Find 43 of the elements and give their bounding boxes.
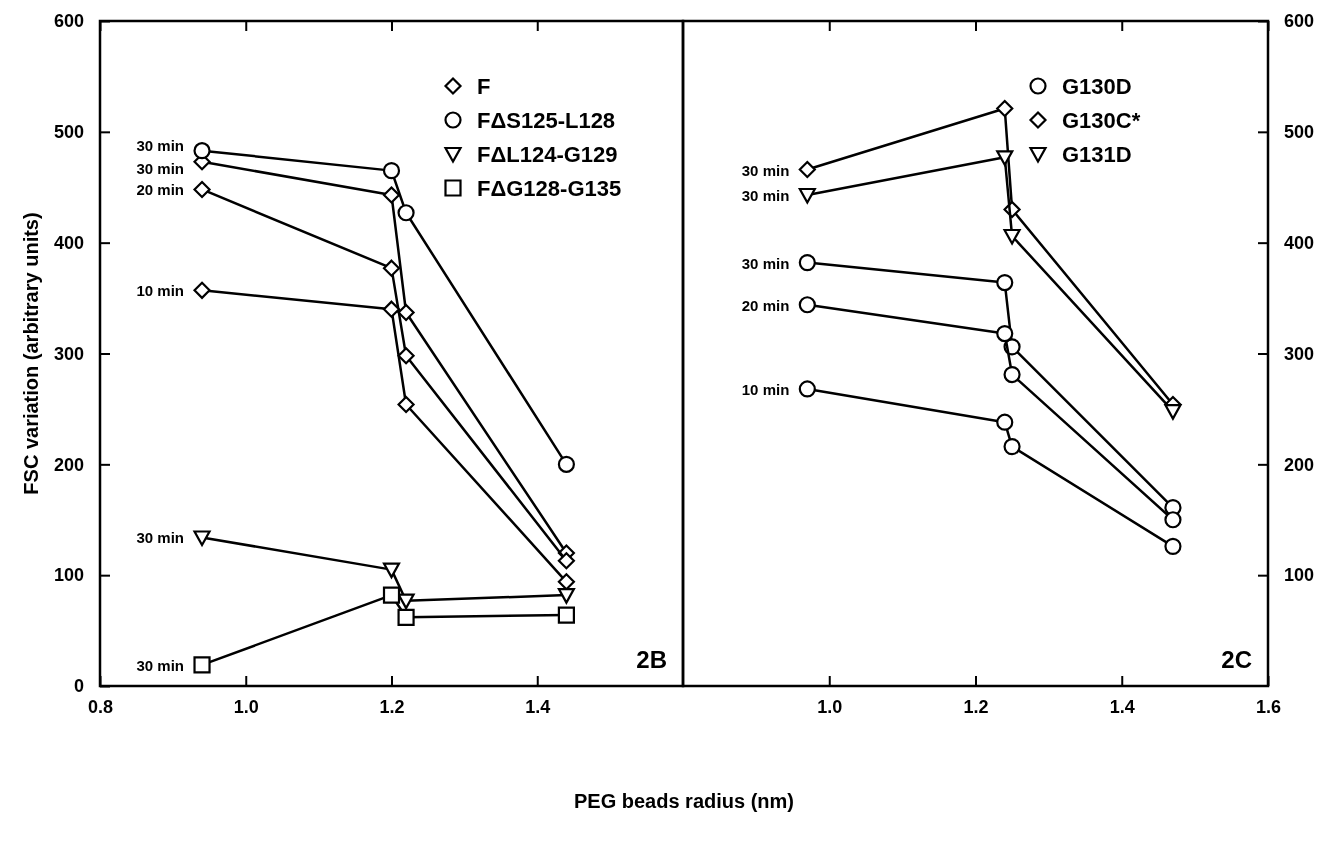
y2-tick-label: 400 bbox=[1284, 232, 1315, 253]
x-tick-label: 1.4 bbox=[1109, 696, 1135, 717]
y-tick-label: 100 bbox=[53, 565, 84, 586]
legend-label: FΔL124-G129 bbox=[477, 142, 618, 167]
y2-tick-label: 100 bbox=[1284, 565, 1315, 586]
annotation: 2C bbox=[1221, 646, 1252, 673]
legend-label: G130C* bbox=[1062, 108, 1141, 133]
y-tick-label: 500 bbox=[53, 122, 84, 143]
annotation: 30 min bbox=[741, 254, 790, 272]
annotation: 20 min bbox=[136, 181, 185, 199]
y2-tick-label: 500 bbox=[1284, 122, 1315, 143]
annotation: 30 min bbox=[136, 159, 185, 177]
annotation: 30 min bbox=[741, 187, 790, 205]
y2-tick-label: 600 bbox=[1284, 11, 1315, 32]
x-tick-label: 1.0 bbox=[233, 696, 259, 717]
legend-label: FΔG128-G135 bbox=[477, 176, 622, 201]
y-tick-label: 300 bbox=[53, 343, 84, 364]
x-tick-label: 1.0 bbox=[817, 696, 843, 717]
x-axis-title: PEG beads radius (nm) bbox=[573, 790, 795, 812]
y-tick-label: 0 bbox=[73, 676, 84, 697]
annotation: 10 min bbox=[741, 380, 790, 398]
y-axis-title: FSC variation (arbitrary units) bbox=[20, 212, 42, 495]
x-tick-label: 1.2 bbox=[379, 696, 405, 717]
y2-tick-label: 300 bbox=[1284, 343, 1315, 364]
annotation: 30 min bbox=[741, 161, 790, 179]
legend-label: F bbox=[477, 74, 491, 99]
annotation: 30 min bbox=[136, 136, 185, 154]
legend-label: FΔS125-L128 bbox=[477, 108, 616, 133]
y-tick-label: 400 bbox=[53, 232, 84, 253]
x-tick-label: 1.2 bbox=[963, 696, 989, 717]
x-tick-label: 0.8 bbox=[87, 696, 114, 717]
annotation: 10 min bbox=[136, 282, 185, 300]
y-tick-label: 600 bbox=[53, 11, 84, 32]
annotation: 30 min bbox=[136, 656, 185, 674]
annotation: 20 min bbox=[741, 296, 790, 314]
annotation: 30 min bbox=[136, 529, 185, 547]
x-tick-label: 1.6 bbox=[1255, 696, 1282, 717]
legend-label: G130D bbox=[1062, 74, 1132, 99]
x-tick-label: 1.4 bbox=[525, 696, 551, 717]
legend-label: G131D bbox=[1062, 142, 1132, 167]
y2-tick-label: 200 bbox=[1284, 454, 1315, 475]
annotation: 2B bbox=[636, 646, 667, 673]
y-tick-label: 200 bbox=[53, 454, 84, 475]
